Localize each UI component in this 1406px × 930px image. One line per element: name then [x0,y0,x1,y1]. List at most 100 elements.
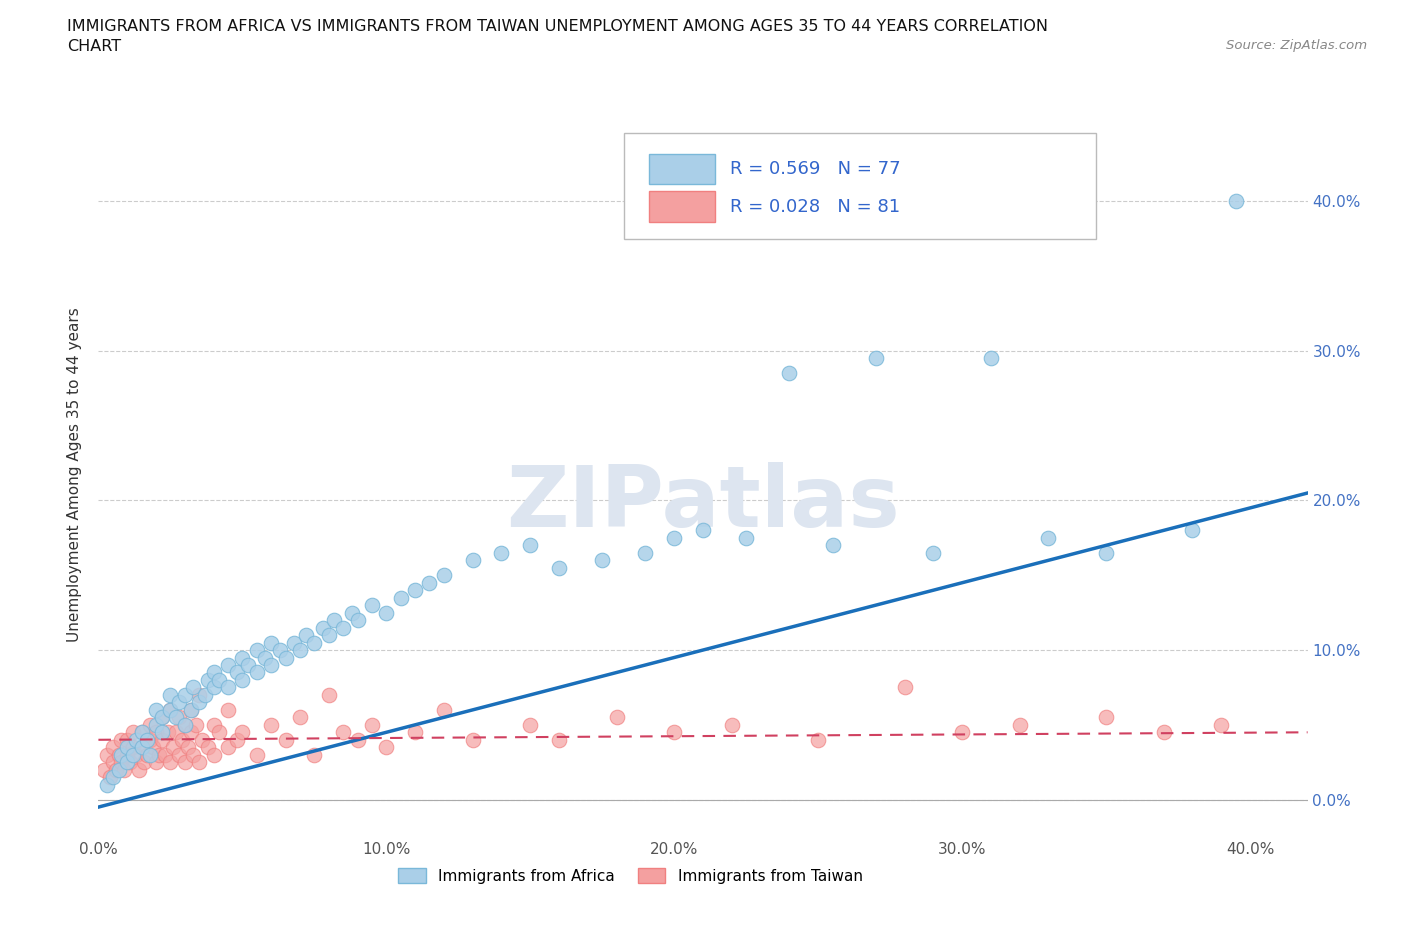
Point [98,770,121,785]
Point [692,523,714,538]
Text: ZIPatlas: ZIPatlas [506,462,900,545]
Point [167,748,190,763]
Point [107,748,129,763]
Point [231,724,253,739]
Point [346,613,368,628]
Point [312,620,335,635]
Point [115,755,138,770]
Point [202,717,225,732]
Point [1095,710,1118,724]
Point [186,717,208,732]
Point [131,724,153,739]
Y-axis label: Unemployment Among Ages 35 to 44 years: Unemployment Among Ages 35 to 44 years [67,307,83,642]
Point [606,710,628,724]
Point [304,635,326,650]
Point [170,732,193,747]
Point [664,724,686,739]
Point [294,628,316,643]
Point [125,748,148,763]
Point [122,748,145,763]
Point [548,561,571,576]
Point [176,740,198,755]
Point [115,732,138,747]
Point [136,732,159,747]
Point [197,740,219,755]
Point [821,538,844,552]
Text: R = 0.569   N = 77: R = 0.569 N = 77 [730,160,900,178]
Point [1211,717,1233,732]
Point [634,545,657,560]
Point [346,732,368,747]
Point [664,530,686,545]
Point [145,724,167,739]
Point [188,755,211,770]
Point [254,650,277,665]
Point [125,732,148,747]
Point [274,732,297,747]
Point [202,680,225,695]
Point [180,724,202,739]
Point [591,552,613,567]
Point [246,748,269,763]
Bar [648,192,716,222]
Point [217,658,239,672]
Point [361,598,384,613]
Point [148,748,170,763]
Point [159,755,181,770]
Point [173,717,195,732]
Point [980,351,1002,365]
Point [1095,545,1118,560]
Point [153,748,176,763]
Point [375,740,398,755]
Point [183,680,205,695]
Point [1008,717,1031,732]
Point [283,635,305,650]
Point [183,748,205,763]
Point [217,740,239,755]
Point [115,748,138,763]
Point [225,732,247,747]
Point [361,717,384,732]
Point [134,755,156,770]
Point [202,665,225,680]
Point [93,763,115,777]
Point [461,552,484,567]
Point [167,710,190,724]
Point [389,591,412,605]
Point [139,717,162,732]
Point [197,672,219,687]
Point [150,724,173,739]
Point [136,748,159,763]
Point [461,732,484,747]
Point [188,695,211,710]
Point [180,702,202,717]
Point [865,351,887,365]
Point [128,763,150,777]
Point [404,583,426,598]
Point [332,724,354,739]
Point [188,687,211,702]
Point [96,777,118,792]
Point [433,568,456,583]
Text: R = 0.028   N = 81: R = 0.028 N = 81 [730,198,900,216]
Point [332,620,354,635]
Point [173,717,195,732]
Point [217,702,239,717]
Point [208,724,231,739]
Point [101,755,124,770]
Point [156,724,179,739]
Point [1225,193,1247,208]
Point [778,365,800,380]
Point [720,717,742,732]
Point [519,538,541,552]
Point [202,748,225,763]
Point [131,740,153,755]
Point [110,755,132,770]
Point [104,763,127,777]
Point [142,740,165,755]
Point [110,748,132,763]
Point [159,687,181,702]
Point [165,710,187,724]
Point [318,687,340,702]
Point [288,710,311,724]
